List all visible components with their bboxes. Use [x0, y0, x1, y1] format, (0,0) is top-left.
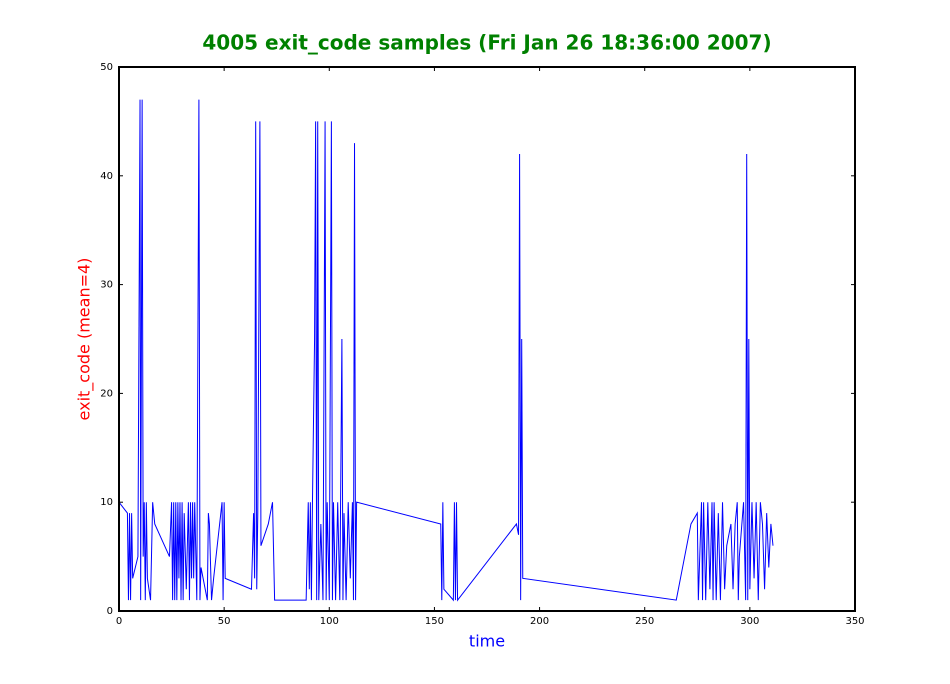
- y-tick-label: 20: [100, 388, 113, 399]
- x-tick-label: 250: [635, 616, 654, 627]
- data-line: [118, 99, 774, 602]
- x-tick-label: 200: [530, 616, 549, 627]
- x-tick-label: 300: [740, 616, 759, 627]
- x-tick-label: 350: [845, 616, 864, 627]
- plot-area: [118, 99, 774, 602]
- y-tick-label: 0: [107, 606, 113, 617]
- x-tick-label: 150: [425, 616, 444, 627]
- y-tick-label: 30: [100, 280, 113, 291]
- x-axis-label: time: [469, 632, 505, 651]
- y-axis-label: exit_code (mean=4): [75, 258, 95, 421]
- y-tick-label: 10: [100, 497, 113, 508]
- y-tick-label: 40: [100, 171, 113, 182]
- y-tick-label: 50: [100, 62, 113, 73]
- chart-title: 4005 exit_code samples (Fri Jan 26 18:36…: [202, 31, 771, 55]
- plot-frame: [118, 66, 856, 612]
- x-tick-label: 50: [218, 616, 231, 627]
- x-tick-label: 100: [320, 616, 339, 627]
- x-tick-label: 0: [116, 616, 122, 627]
